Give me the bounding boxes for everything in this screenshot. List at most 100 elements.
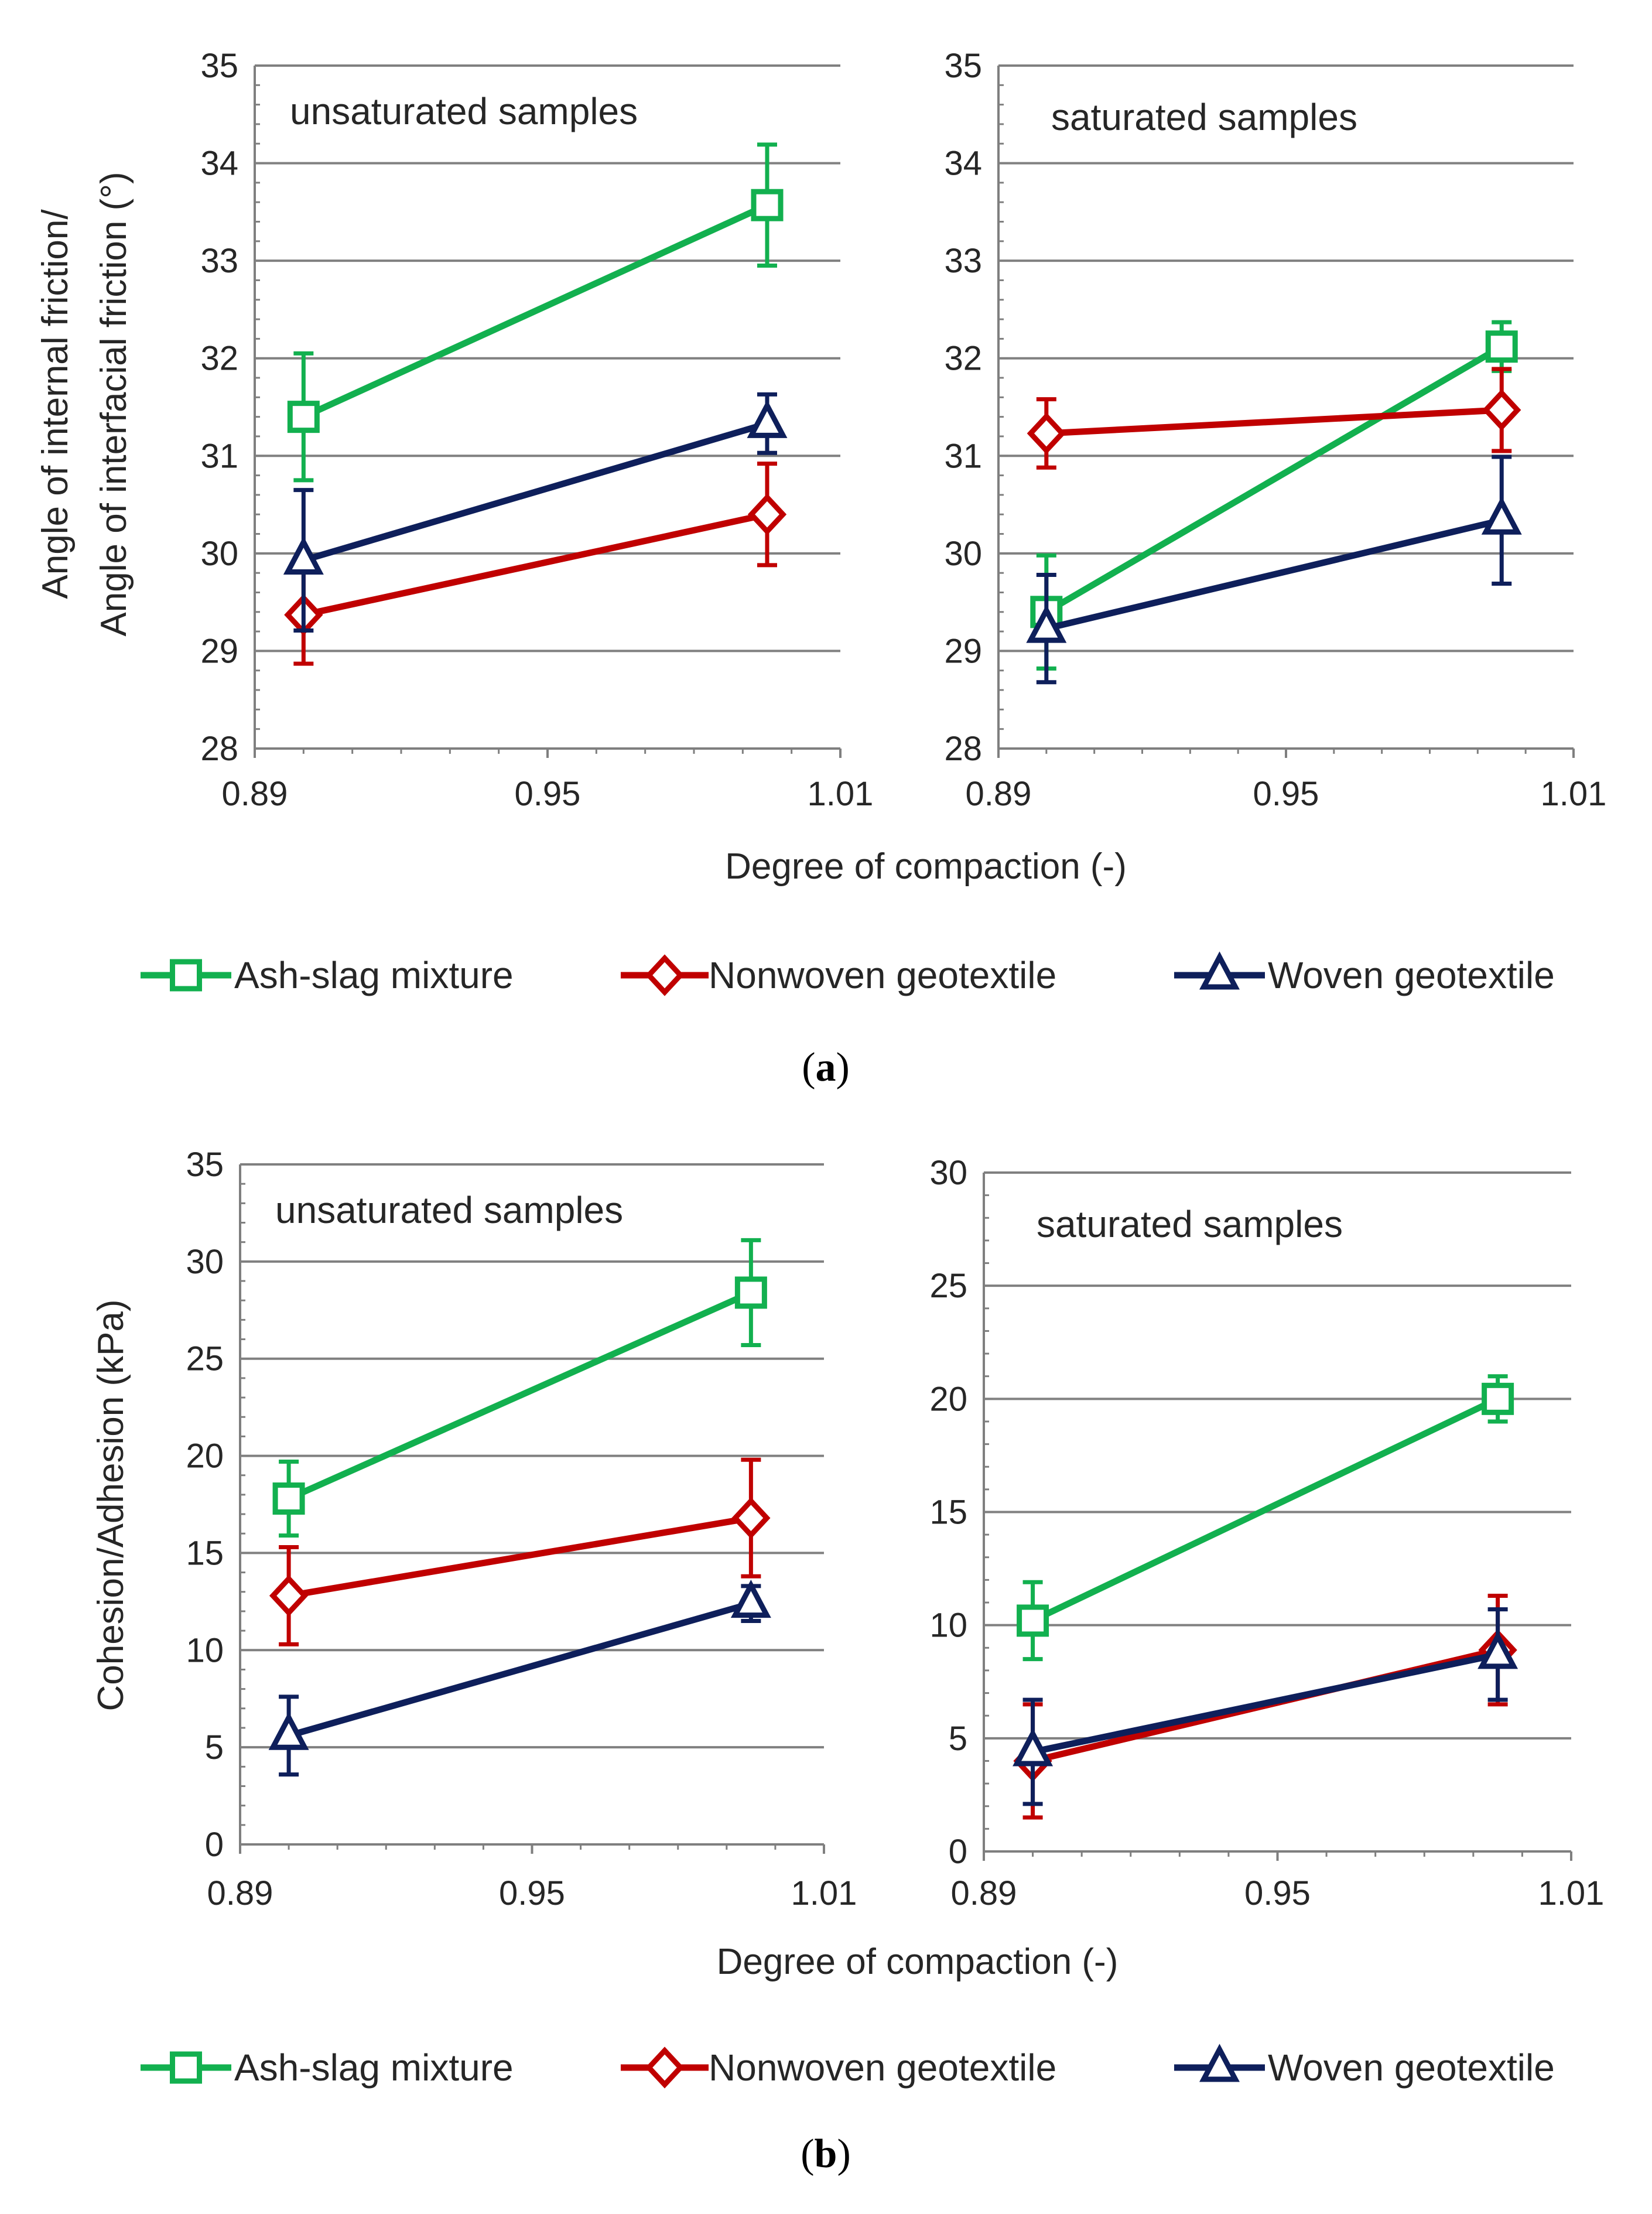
legend-item-nonwoven: Nonwoven geotextile	[621, 954, 1056, 996]
legend-label: Woven geotextile	[1268, 954, 1555, 996]
chart-annotation: saturated samples	[1037, 1203, 1343, 1245]
y-tick-label: 0	[205, 1826, 224, 1864]
data-point-nonwoven	[269, 1574, 309, 1617]
legend-label: Ash-slag mixture	[234, 954, 514, 996]
data-point-woven	[747, 399, 788, 438]
y-tick-label: 32	[944, 340, 982, 378]
series-line	[288, 1600, 752, 1739]
x-tick-label: 1.01	[1538, 1874, 1605, 1912]
diamond-icon	[645, 954, 685, 996]
chart-a-saturated: 28 29 30 31 32 33 34 35 0.89 0.95 1.01 saturated sa…	[944, 47, 1606, 813]
series-woven	[1026, 455, 1522, 685]
y-tick-label: 35	[200, 47, 238, 85]
chart-b-saturated: 0 5 10 15 20 25 30 0.89 0.95 1.01 saturated sample…	[929, 1154, 1604, 1912]
chart-annotation: saturated samples	[1051, 96, 1357, 138]
x-tick-label: 0.89	[966, 775, 1032, 813]
y-tick-label: 33	[944, 242, 982, 280]
y-tick-label: 0	[949, 1833, 967, 1871]
y-tick-label: 35	[944, 47, 982, 85]
series-line	[288, 1515, 752, 1599]
data-point-ash	[1482, 1382, 1514, 1415]
series-ash	[272, 1238, 767, 1538]
series-line	[1031, 1396, 1499, 1624]
x-tick-label: 0.89	[222, 775, 288, 813]
y-axis-label: Cohesion/Adhesion (kPa)	[91, 1299, 131, 1711]
legend: Ash-slag mixture Nonwoven geotextile Woven…	[141, 951, 1555, 996]
y-tick-label: 33	[200, 242, 238, 280]
y-tick-label: 5	[949, 1720, 967, 1758]
data-point-nonwoven	[1482, 389, 1521, 431]
x-tick-label: 1.01	[808, 775, 874, 813]
y-tick-label: 29	[944, 632, 982, 670]
data-point-ash	[272, 1482, 305, 1515]
y-tick-label: 30	[186, 1243, 224, 1281]
series-line	[1046, 406, 1502, 437]
y-tick-label: 30	[200, 535, 238, 573]
legend-item-ash: Ash-slag mixture	[141, 954, 514, 996]
y-tick-label: 20	[929, 1380, 967, 1418]
data-point-ash	[1485, 330, 1518, 363]
x-tick-label: 0.95	[1244, 1874, 1311, 1912]
data-point-ash	[1017, 1604, 1049, 1637]
legend-item-woven: Woven geotextile	[1174, 2044, 1555, 2089]
chart-b-unsaturated: 0 5 10 15 20 25 30 35 0.89 0.95 1.01 unsaturated sa…	[186, 1146, 857, 1912]
series-line	[1032, 1651, 1499, 1755]
y-tick-label: 31	[944, 437, 982, 475]
legend-label: Woven geotextile	[1268, 2046, 1555, 2089]
x-tick-label: 0.89	[207, 1874, 273, 1912]
triangle-icon	[1199, 2044, 1240, 2082]
y-axis-label: Angle of internal friction/	[35, 209, 76, 599]
series-ash	[1017, 1374, 1514, 1662]
y-tick-label: 28	[944, 730, 982, 768]
x-tick-label: 0.95	[1253, 775, 1319, 813]
square-icon	[170, 959, 202, 992]
legend-item-nonwoven: Nonwoven geotextile	[621, 2046, 1056, 2089]
y-tick-label: 15	[929, 1494, 967, 1532]
y-tick-label: 28	[200, 730, 238, 768]
series-line	[287, 1289, 753, 1502]
x-axis-label: Degree of compaction (-)	[725, 846, 1127, 887]
y-axis-label: Angle of interfacial friction (°)	[94, 172, 134, 636]
chart-a-unsaturated: 28 29 30 31 32 33 34 35 0.89 0.95 1.01 unsaturated …	[200, 47, 873, 813]
x-tick-label: 0.95	[515, 775, 581, 813]
x-tick-label: 0.95	[499, 1874, 565, 1912]
chart-annotation: unsaturated samples	[275, 1189, 623, 1231]
legend-item-woven: Woven geotextile	[1174, 951, 1555, 996]
data-point-nonwoven	[731, 1497, 771, 1539]
chart-annotation: unsaturated samples	[290, 90, 638, 132]
y-tick-label: 25	[929, 1267, 967, 1305]
series-line	[302, 202, 769, 420]
y-tick-label: 31	[200, 437, 238, 475]
data-point-woven	[1013, 1728, 1054, 1767]
data-point-woven	[268, 1711, 309, 1750]
y-tick-label: 5	[205, 1728, 224, 1767]
y-tick-label: 10	[186, 1631, 224, 1669]
series-woven	[268, 1580, 771, 1777]
x-axis-label: Degree of compaction (-)	[717, 1942, 1119, 1982]
data-point-ash	[751, 189, 784, 221]
data-point-woven	[1481, 496, 1522, 535]
data-point-woven	[1477, 1631, 1518, 1669]
series-line	[303, 511, 768, 619]
series-nonwoven	[1027, 367, 1521, 470]
panel-a: 28 29 30 31 32 33 34 35 0.89 0.95 1.01 unsaturated …	[35, 47, 1606, 1090]
panel-caption: (b)	[801, 2131, 851, 2177]
series-nonwoven	[269, 1457, 771, 1646]
series-ash	[287, 142, 784, 483]
y-tick-label: 29	[200, 632, 238, 670]
square-icon	[170, 2051, 202, 2084]
y-tick-label: 25	[186, 1340, 224, 1378]
series-line	[1045, 517, 1503, 632]
x-tick-label: 0.89	[951, 1874, 1017, 1912]
data-point-nonwoven	[747, 493, 787, 535]
legend-item-ash: Ash-slag mixture	[141, 2046, 514, 2089]
y-tick-label: 30	[944, 535, 982, 573]
legend: Ash-slag mixture Nonwoven geotextile Woven…	[141, 2044, 1555, 2089]
diamond-icon	[645, 2046, 685, 2089]
legend-label: Ash-slag mixture	[234, 2046, 514, 2089]
legend-label: Nonwoven geotextile	[709, 2046, 1056, 2089]
data-point-woven	[1026, 604, 1067, 643]
y-tick-label: 34	[944, 145, 982, 183]
panel-caption: (a)	[802, 1045, 850, 1090]
